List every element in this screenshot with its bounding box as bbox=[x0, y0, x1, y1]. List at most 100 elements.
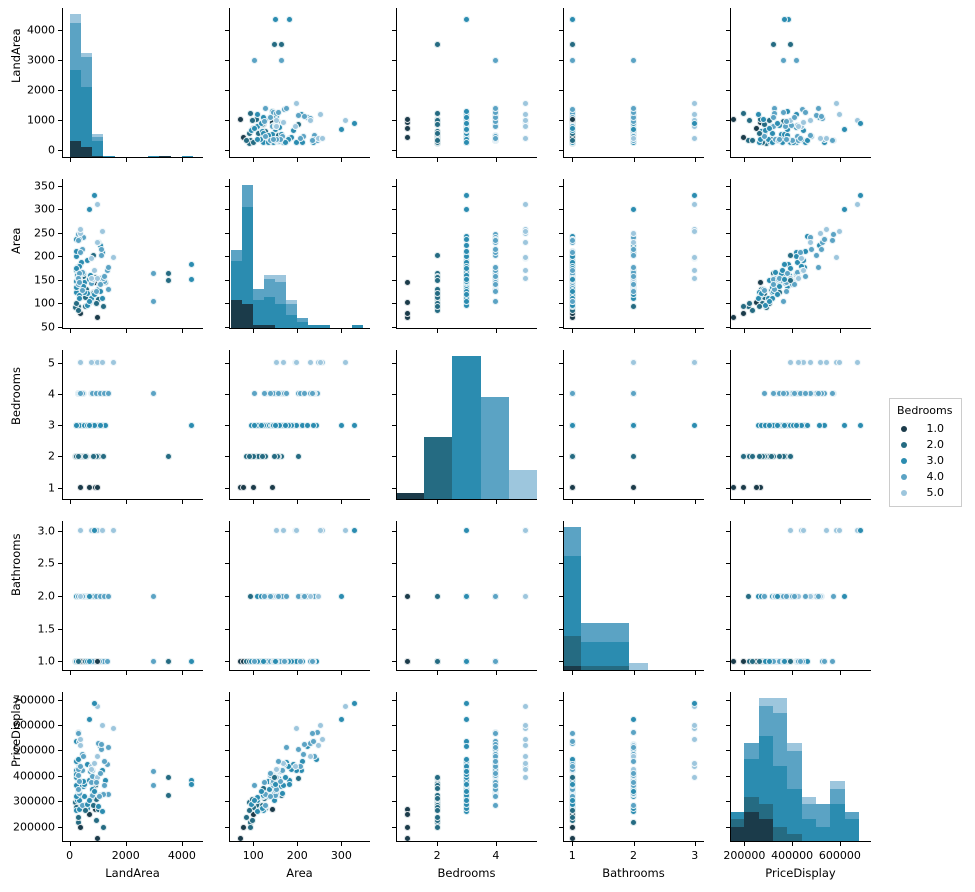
scatter-point bbox=[93, 201, 101, 209]
plot-area bbox=[229, 179, 370, 329]
scatter-point bbox=[308, 657, 316, 665]
scatter-point bbox=[463, 297, 470, 305]
histogram-bar bbox=[286, 314, 298, 329]
y-tick bbox=[726, 826, 730, 828]
panel-bedrooms-vs-area bbox=[225, 350, 370, 504]
scatter-point bbox=[164, 452, 172, 460]
scatter-point bbox=[94, 484, 102, 491]
y-axis-spine bbox=[730, 692, 731, 842]
histogram-bar bbox=[92, 136, 104, 141]
histogram-bar bbox=[730, 826, 745, 842]
legend-marker-icon bbox=[897, 483, 911, 502]
scatter-point bbox=[765, 297, 773, 305]
scatter-point bbox=[630, 205, 637, 213]
x-tick bbox=[744, 329, 746, 333]
y-tick bbox=[726, 775, 730, 777]
scatter-point bbox=[404, 299, 412, 307]
x-tick-label: 4000 bbox=[167, 849, 196, 862]
scatter-point bbox=[630, 287, 637, 295]
y-tick-label: 3 bbox=[48, 418, 55, 432]
y-tick bbox=[225, 326, 229, 328]
y-tick bbox=[58, 801, 62, 803]
y-tick-label: 200000 bbox=[13, 820, 55, 834]
x-axis-spine bbox=[229, 157, 370, 158]
x-tick bbox=[69, 671, 71, 675]
scatter-point bbox=[246, 823, 254, 831]
scatter-point bbox=[92, 778, 100, 786]
scatter-point bbox=[568, 729, 576, 737]
x-tick bbox=[253, 671, 255, 675]
histogram-bar bbox=[424, 437, 453, 500]
scatter-point bbox=[433, 121, 441, 129]
scatter-point bbox=[787, 527, 795, 535]
scatter-point bbox=[342, 527, 350, 535]
y-tick bbox=[559, 596, 563, 597]
histogram-bar bbox=[801, 796, 817, 805]
scatter-point bbox=[277, 41, 285, 49]
scatter-point bbox=[780, 16, 788, 24]
y-tick bbox=[559, 279, 563, 281]
x-tick bbox=[253, 329, 255, 333]
scatter-point bbox=[297, 135, 305, 143]
panel-landarea-vs-bedrooms bbox=[392, 8, 537, 162]
histogram-bar bbox=[581, 641, 629, 666]
histogram-bar bbox=[744, 743, 759, 759]
scatter-point bbox=[568, 249, 576, 257]
scatter-point bbox=[88, 254, 96, 262]
scatter-point bbox=[105, 390, 113, 398]
histogram-bar bbox=[773, 698, 788, 714]
plot-area bbox=[62, 521, 203, 671]
scatter-point bbox=[404, 810, 412, 818]
y-tick bbox=[58, 487, 62, 489]
panel-bedrooms-vs-bathrooms bbox=[559, 350, 704, 504]
histogram-bar bbox=[758, 819, 773, 842]
legend-entries: 1.0 2.0 3.0 4.0 5.0 bbox=[897, 420, 952, 500]
scatter-point bbox=[109, 725, 117, 733]
histogram-bar bbox=[319, 325, 331, 329]
panel-bedrooms-vs-bedrooms bbox=[392, 350, 537, 504]
scatter-point bbox=[277, 56, 285, 64]
x-axis-spine bbox=[229, 499, 370, 500]
y-tick bbox=[559, 362, 563, 364]
y-tick bbox=[559, 487, 563, 489]
scatter-point bbox=[630, 229, 637, 237]
scatter-point bbox=[782, 118, 790, 126]
legend-item[interactable]: 5.0 bbox=[897, 484, 952, 500]
scatter-point bbox=[759, 115, 767, 123]
scatter-point bbox=[746, 117, 754, 125]
x-tick bbox=[69, 500, 71, 504]
scatter-point bbox=[308, 729, 316, 737]
scatter-point bbox=[856, 421, 864, 429]
scatter-point bbox=[521, 592, 529, 600]
x-tick bbox=[792, 500, 794, 504]
scatter-point bbox=[806, 238, 814, 246]
panel-area-vs-pricedisplay bbox=[726, 179, 871, 333]
x-tick bbox=[792, 671, 794, 675]
scatter-point bbox=[521, 275, 529, 283]
scatter-point bbox=[188, 261, 196, 269]
scatter-point bbox=[316, 527, 324, 535]
y-tick-label: 300 bbox=[34, 202, 55, 216]
y-tick bbox=[392, 326, 396, 328]
scatter-point bbox=[630, 801, 637, 809]
y-tick bbox=[58, 775, 62, 777]
y-tick bbox=[726, 750, 730, 752]
y-axis-spine bbox=[229, 692, 230, 842]
scatter-point bbox=[292, 527, 300, 535]
scatter-point bbox=[691, 119, 699, 127]
scatter-point bbox=[150, 592, 158, 600]
y-tick bbox=[726, 209, 730, 211]
scatter-point bbox=[337, 592, 345, 600]
x-tick bbox=[181, 329, 183, 333]
y-tick bbox=[58, 186, 62, 188]
scatter-point bbox=[275, 592, 283, 600]
scatter-point bbox=[79, 753, 87, 761]
histogram-bar bbox=[242, 303, 254, 329]
scatter-point bbox=[492, 729, 500, 737]
x-tick bbox=[694, 158, 696, 162]
scatter-point bbox=[240, 484, 248, 491]
histogram-bar bbox=[744, 811, 759, 842]
x-tick bbox=[495, 671, 497, 675]
scatter-point bbox=[568, 421, 576, 429]
